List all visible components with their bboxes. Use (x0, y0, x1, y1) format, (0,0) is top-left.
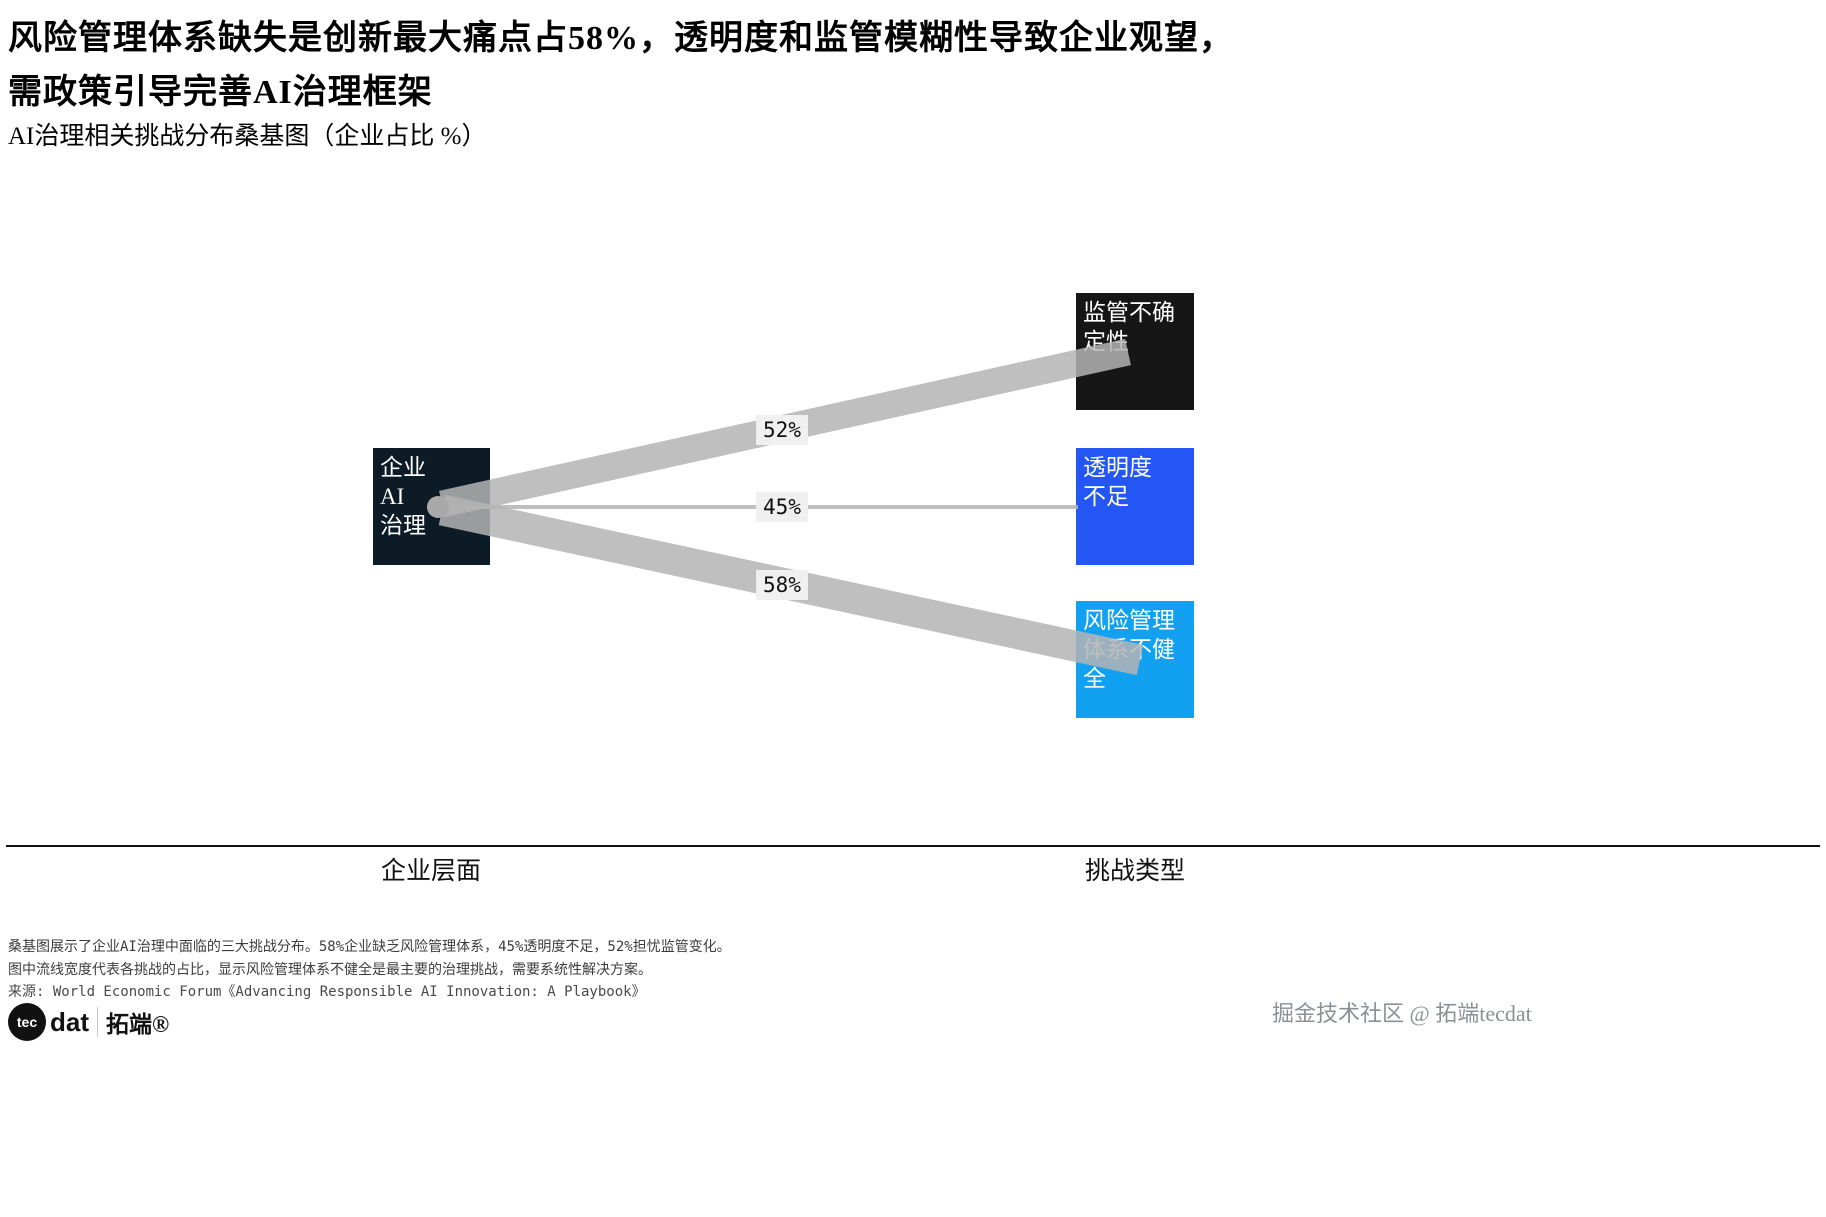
x-axis-line (6, 845, 1820, 847)
chart-title-line-2: 需政策引导完善AI治理框架 (8, 74, 433, 111)
flow-value-label-52: 52% (756, 415, 808, 445)
flow-value-label-45: 45% (756, 492, 808, 522)
chart-title-line-1: 风险管理体系缺失是创新最大痛点占58%，透明度和监管模糊性导致企业观望， (8, 20, 1234, 57)
flow-value-label-58: 58% (756, 570, 808, 600)
node-regulatory-uncertainty: 监管不确 定性 (1076, 293, 1194, 410)
x-axis-label-enterprise: 企业层面 (380, 858, 481, 885)
brand-name-text: 拓端® (106, 1012, 170, 1037)
footnote-line-1: 桑基图展示了企业AI治理中面临的三大挑战分布。58%企业缺乏风险管理体系，45%… (8, 939, 731, 955)
brand-lockup: tec dat 拓端® (8, 1003, 169, 1041)
community-watermark: 掘金技术社区 @ 拓端tecdat (1272, 1001, 1532, 1026)
brand-divider (97, 1007, 98, 1037)
tecdat-logo-icon: tec (8, 1003, 46, 1041)
node-enterprise-ai-governance: 企业 AI 治理 (373, 448, 490, 565)
tecdat-logo-text: dat (50, 1006, 89, 1037)
node-transparency-insufficient: 透明度 不足 (1076, 448, 1194, 565)
chart-subtitle: AI治理相关挑战分布桑基图（企业占比 %） (8, 123, 487, 150)
node-risk-management-unsound: 风险管理 体系不健 全 (1076, 601, 1194, 718)
footnote-line-2: 图中流线宽度代表各挑战的占比，显示风险管理体系不健全是最主要的治理挑战，需要系统… (8, 962, 652, 978)
x-axis-label-challenge-type: 挑战类型 (1084, 858, 1185, 885)
footnote-source: 来源: World Economic Forum《Advancing Respo… (8, 984, 646, 1000)
